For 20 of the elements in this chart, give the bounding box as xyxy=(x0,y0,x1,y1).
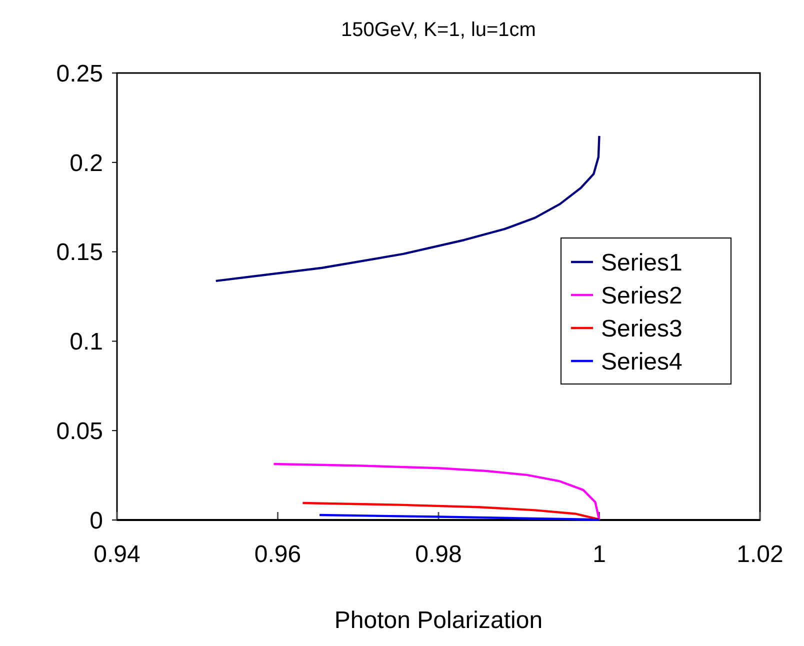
x-tick-label: 1.02 xyxy=(736,541,784,568)
y-tick-label: 0.15 xyxy=(56,239,103,266)
y-tick-label: 0.2 xyxy=(70,150,103,177)
x-tick-label: 0.94 xyxy=(94,541,140,568)
y-tick-label: 0.1 xyxy=(70,328,103,356)
y-tick-label: 0 xyxy=(90,507,103,534)
line-series xyxy=(272,462,600,522)
legend-label: Series2 xyxy=(601,282,682,310)
line-series xyxy=(214,134,600,282)
x-tick-label: 0.96 xyxy=(254,541,302,568)
legend-label: Series1 xyxy=(601,249,682,276)
line-series xyxy=(302,502,600,521)
legend-label: Series3 xyxy=(601,315,682,342)
y-tick-label: 0.25 xyxy=(56,60,103,88)
legend-label: Series4 xyxy=(601,348,682,376)
x-axis-title: Photon Polarization xyxy=(334,607,543,634)
y-tick-label: 0.05 xyxy=(56,418,103,445)
chart-title: 150GeV, K=1, lu=1cm xyxy=(341,19,536,41)
x-tick-label: 1 xyxy=(592,541,606,568)
x-tick-label: 0.98 xyxy=(415,541,462,568)
